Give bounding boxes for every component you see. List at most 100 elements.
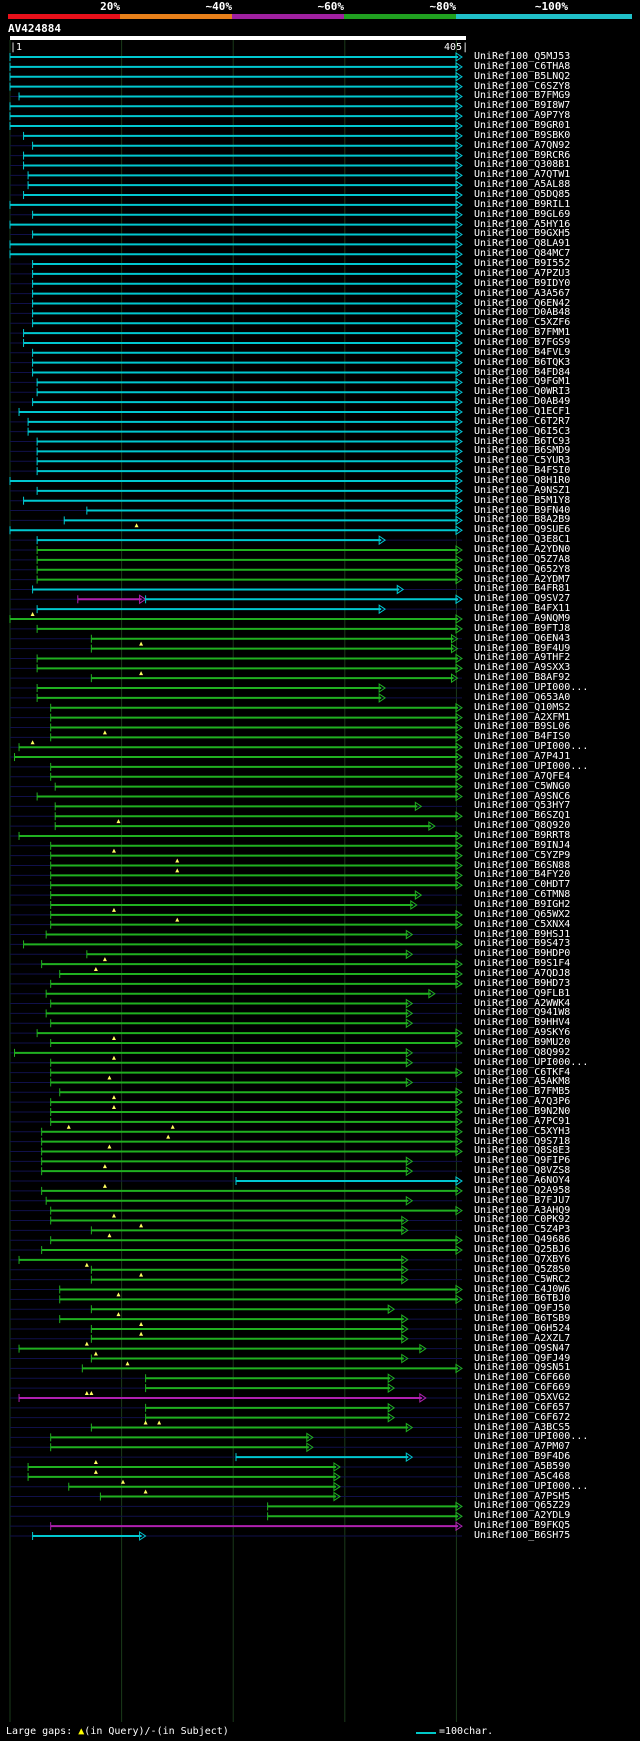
hit-label[interactable]: UniRef100_B9HSJ1: [474, 928, 571, 940]
hit-label[interactable]: UniRef100_C5XZF6: [474, 317, 571, 329]
hit-label[interactable]: UniRef100_D0AB48: [474, 307, 571, 319]
hit-label[interactable]: UniRef100_B8A2B9: [474, 514, 571, 526]
hit-label[interactable]: UniRef100_A7QFE4: [474, 770, 571, 782]
hit-label[interactable]: UniRef100_B8AF92: [474, 672, 571, 684]
hit-label[interactable]: UniRef100_A7PM07: [474, 1441, 571, 1453]
hit-label[interactable]: UniRef100_A2XZL7: [474, 1332, 571, 1344]
hit-label[interactable]: UniRef100_Q8VZS8: [474, 1165, 571, 1177]
hit-label[interactable]: UniRef100_C5Z4P3: [474, 1224, 571, 1236]
hit-label[interactable]: UniRef100_B5M1Y8: [474, 494, 571, 506]
hit-label[interactable]: UniRef100_Q25BJ6: [474, 1244, 571, 1256]
hit-label[interactable]: UniRef100_C4J0W6: [474, 1283, 571, 1295]
hit-label[interactable]: UniRef100_Q49686: [474, 1234, 571, 1246]
hit-label[interactable]: UniRef100_C6F672: [474, 1411, 571, 1423]
hit-label[interactable]: UniRef100_Q9FJ50: [474, 1303, 571, 1315]
hit-label[interactable]: UniRef100_Q8H1R0: [474, 474, 571, 486]
hit-label[interactable]: UniRef100_UPI000...: [474, 1431, 589, 1443]
hit-label[interactable]: UniRef100_UPI000...: [474, 760, 589, 772]
hit-label[interactable]: UniRef100_B9SBK0: [474, 129, 571, 141]
hit-label[interactable]: UniRef100_B4FSI0: [474, 465, 571, 477]
hit-label[interactable]: UniRef100_B9S473: [474, 938, 571, 950]
hit-label[interactable]: UniRef100_B9RIL1: [474, 198, 571, 210]
hit-label[interactable]: UniRef100_Q9SN47: [474, 1342, 571, 1354]
hit-label[interactable]: UniRef100_A9THF2: [474, 652, 571, 664]
hit-label[interactable]: UniRef100_B6TSB9: [474, 1313, 571, 1325]
hit-label[interactable]: UniRef100_Q652Y8: [474, 563, 571, 575]
hit-label[interactable]: UniRef100_Q9SUE6: [474, 524, 571, 536]
hit-label[interactable]: UniRef100_Q6EN43: [474, 632, 571, 644]
hit-label[interactable]: UniRef100_B9RCR6: [474, 149, 571, 161]
hit-label[interactable]: UniRef100_B9I552: [474, 258, 571, 270]
hit-label[interactable]: UniRef100_B9IDY0: [474, 277, 571, 289]
hit-label[interactable]: UniRef100_A7QDJ8: [474, 967, 571, 979]
hit-label[interactable]: UniRef100_B9HHV4: [474, 1017, 571, 1029]
hit-label[interactable]: UniRef100_B4FX11: [474, 603, 571, 615]
hit-label[interactable]: UniRef100_C5XYH3: [474, 1125, 571, 1137]
hit-label[interactable]: UniRef100_B4FD84: [474, 366, 571, 378]
hit-label[interactable]: UniRef100_Q3E8C1: [474, 534, 571, 546]
hit-label[interactable]: UniRef100_Q941W8: [474, 1007, 571, 1019]
hit-label[interactable]: UniRef100_C5WNG0: [474, 780, 571, 792]
hit-label[interactable]: UniRef100_Q65WX2: [474, 908, 571, 920]
hit-label[interactable]: UniRef100_Q9FIP6: [474, 1155, 571, 1167]
hit-label[interactable]: UniRef100_A3A567: [474, 287, 571, 299]
hit-label[interactable]: UniRef100_A7PSH5: [474, 1490, 571, 1502]
hit-label[interactable]: UniRef100_Q9FLB1: [474, 987, 571, 999]
hit-label[interactable]: UniRef100_Q9FJ49: [474, 1352, 571, 1364]
hit-label[interactable]: UniRef100_B9IGH2: [474, 898, 571, 910]
hit-label[interactable]: UniRef100_B9GL69: [474, 208, 571, 220]
hit-label[interactable]: UniRef100_Q9SV27: [474, 593, 571, 605]
hit-label[interactable]: UniRef100_B7FGS9: [474, 336, 571, 348]
hit-label[interactable]: UniRef100_A6NOY4: [474, 1175, 571, 1187]
hit-label[interactable]: UniRef100_A3BCS5: [474, 1421, 571, 1433]
hit-label[interactable]: UniRef100_D0AB49: [474, 396, 571, 408]
hit-label[interactable]: UniRef100_Q10MS2: [474, 701, 571, 713]
hit-label[interactable]: UniRef100_B6TC93: [474, 435, 571, 447]
hit-label[interactable]: UniRef100_A2YDL9: [474, 1510, 571, 1522]
hit-label[interactable]: UniRef100_B4FIS0: [474, 731, 571, 743]
hit-label[interactable]: UniRef100_C5YUR3: [474, 455, 571, 467]
hit-label[interactable]: UniRef100_A5HY16: [474, 218, 571, 230]
hit-label[interactable]: UniRef100_Q8S8E3: [474, 1145, 571, 1157]
hit-label[interactable]: UniRef100_A9P7Y8: [474, 110, 571, 122]
hit-label[interactable]: UniRef100_B9SL06: [474, 721, 571, 733]
hit-label[interactable]: UniRef100_A9SNC6: [474, 790, 571, 802]
hit-label[interactable]: UniRef100_Q5Z7A8: [474, 553, 571, 565]
hit-label[interactable]: UniRef100_Q6EN42: [474, 297, 571, 309]
hit-label[interactable]: UniRef100_B9RRT8: [474, 829, 571, 841]
hit-label[interactable]: UniRef100_A5AKM8: [474, 1076, 571, 1088]
hit-label[interactable]: UniRef100_B4FR81: [474, 583, 571, 595]
hit-label[interactable]: UniRef100_Q9SN51: [474, 1362, 571, 1374]
hit-label[interactable]: UniRef100_C6SZY8: [474, 80, 571, 92]
hit-label[interactable]: UniRef100_B7FMM1: [474, 327, 571, 339]
hit-label[interactable]: UniRef100_Q6H524: [474, 1322, 571, 1334]
hit-label[interactable]: UniRef100_B6SH75: [474, 1530, 571, 1541]
hit-label[interactable]: UniRef100_A9SKY6: [474, 1027, 571, 1039]
hit-label[interactable]: UniRef100_B9N2N0: [474, 1106, 571, 1118]
hit-label[interactable]: UniRef100_B4FY20: [474, 869, 571, 881]
hit-label[interactable]: UniRef100_A7PC91: [474, 1115, 571, 1127]
hit-label[interactable]: UniRef100_C6F669: [474, 1382, 571, 1394]
hit-label[interactable]: UniRef100_B6SN88: [474, 859, 571, 871]
hit-label[interactable]: UniRef100_A2XFM1: [474, 711, 571, 723]
hit-label[interactable]: UniRef100_Q5Z8S0: [474, 1263, 571, 1275]
hit-label[interactable]: UniRef100_C6F660: [474, 1372, 571, 1384]
hit-label[interactable]: UniRef100_A7P4J1: [474, 751, 571, 763]
hit-label[interactable]: UniRef100_UPI000...: [474, 1056, 589, 1068]
hit-label[interactable]: UniRef100_Q65Z29: [474, 1500, 571, 1512]
hit-label[interactable]: UniRef100_A5AL88: [474, 179, 571, 191]
hit-label[interactable]: UniRef100_UPI000...: [474, 1480, 589, 1492]
hit-label[interactable]: UniRef100_B6TQK3: [474, 356, 571, 368]
hit-label[interactable]: UniRef100_Q53HY7: [474, 800, 571, 812]
hit-label[interactable]: UniRef100_B9HD73: [474, 977, 571, 989]
hit-label[interactable]: UniRef100_Q5XVG2: [474, 1391, 571, 1403]
hit-label[interactable]: UniRef100_A7Q3P6: [474, 1096, 571, 1108]
hit-label[interactable]: UniRef100_Q8Q920: [474, 820, 571, 832]
hit-label[interactable]: UniRef100_Q9S718: [474, 1135, 571, 1147]
hit-label[interactable]: UniRef100_B6SZQ1: [474, 810, 571, 822]
hit-label[interactable]: UniRef100_C0HDT7: [474, 879, 571, 891]
hit-label[interactable]: UniRef100_A7QN92: [474, 139, 571, 151]
hit-label[interactable]: UniRef100_B7FMB5: [474, 1086, 571, 1098]
hit-label[interactable]: UniRef100_UPI000...: [474, 741, 589, 753]
hit-label[interactable]: UniRef100_A2YDN0: [474, 544, 571, 555]
